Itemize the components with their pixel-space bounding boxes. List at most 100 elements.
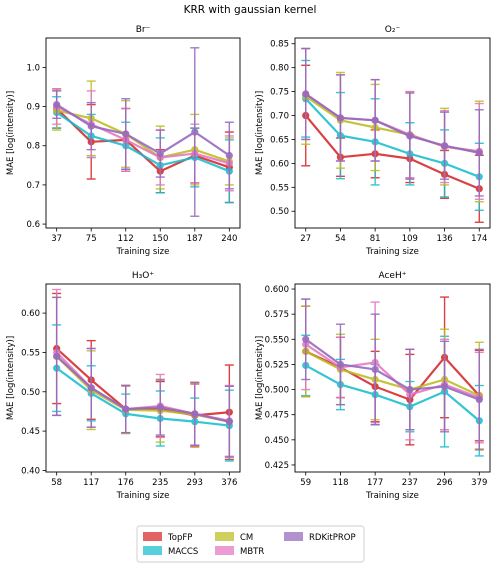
x-tick-label: 176 bbox=[118, 478, 134, 488]
data-point bbox=[336, 114, 345, 122]
y-tick-label: 0.65 bbox=[270, 135, 289, 145]
legend-label: MACCS bbox=[168, 547, 198, 557]
panel-3: H₃O⁺ 58 117 176 235 293 376 0.40 0.45 0.50 0.55 0.6… bbox=[6, 271, 241, 501]
legend: TopFP MACCS CM MBTR RDKitPROP bbox=[136, 525, 365, 563]
legend-swatch bbox=[143, 546, 162, 555]
data-point bbox=[156, 149, 164, 158]
x-tick-label: 58 bbox=[51, 478, 62, 488]
series-line bbox=[55, 355, 230, 423]
series-line bbox=[55, 355, 230, 423]
y-tick-label: 0.40 bbox=[21, 466, 40, 476]
series-line bbox=[56, 111, 230, 173]
data-point bbox=[475, 149, 483, 157]
series-line bbox=[305, 364, 480, 422]
x-tick-label: 235 bbox=[152, 478, 168, 488]
series-RDKitPROP bbox=[52, 47, 234, 217]
legend-swatch bbox=[143, 532, 162, 541]
series-line bbox=[56, 105, 230, 165]
series-line bbox=[304, 98, 480, 178]
legend-label: TopFP bbox=[167, 533, 192, 543]
x-tick-label: 296 bbox=[436, 478, 452, 488]
panel-title: Br⁻ bbox=[136, 25, 151, 35]
series-line bbox=[305, 93, 480, 153]
panel-title: O₂⁻ bbox=[385, 25, 401, 35]
x-tick-label: 187 bbox=[187, 234, 203, 244]
legend-frame bbox=[136, 525, 365, 563]
y-tick-label: 0.7 bbox=[26, 181, 40, 191]
x-tick-label: 136 bbox=[436, 234, 452, 244]
y-tick-label: 0.60 bbox=[270, 159, 289, 169]
x-tick-label: 75 bbox=[86, 234, 97, 244]
data-point bbox=[122, 130, 130, 138]
axes-frame bbox=[294, 37, 491, 229]
series-line bbox=[56, 103, 230, 157]
y-tick-label: 0.425 bbox=[265, 461, 289, 471]
x-axis-label: Training size bbox=[365, 491, 419, 501]
legend-entry-RDKitPROP: RDKitPROP bbox=[284, 532, 356, 543]
data-point bbox=[225, 151, 233, 160]
data-point bbox=[156, 403, 164, 412]
legend-entry-MACCS: MACCS bbox=[143, 546, 198, 557]
data-point bbox=[371, 365, 379, 374]
axes-frame bbox=[45, 37, 241, 229]
data-point bbox=[475, 396, 483, 404]
y-tick-label: 0.500 bbox=[265, 386, 289, 396]
x-tick-label: 379 bbox=[471, 478, 487, 488]
legend-swatch bbox=[284, 532, 303, 541]
data-point bbox=[336, 360, 345, 369]
x-tick-label: 81 bbox=[370, 234, 381, 244]
y-tick-label: 0.55 bbox=[270, 183, 289, 193]
y-tick-label: 0.60 bbox=[21, 309, 40, 319]
series-line bbox=[305, 338, 480, 401]
y-tick-label: 0.525 bbox=[265, 360, 289, 370]
y-tick-label: 0.550 bbox=[265, 335, 289, 345]
data-point bbox=[406, 132, 414, 140]
legend-label: RDKitPROP bbox=[309, 533, 356, 543]
y-tick-label: 0.70 bbox=[270, 112, 289, 122]
y-tick-label: 0.75 bbox=[270, 88, 289, 98]
data-point bbox=[87, 122, 95, 130]
series-line bbox=[305, 93, 480, 154]
figure-suptitle: KRR with gaussian kernel bbox=[184, 4, 317, 16]
series-RDKitPROP bbox=[52, 296, 234, 458]
data-point bbox=[302, 90, 310, 98]
x-axis-label: Training size bbox=[365, 247, 419, 257]
data-point bbox=[302, 335, 310, 343]
series-line bbox=[56, 367, 230, 427]
legend-swatch bbox=[215, 546, 234, 555]
data-point bbox=[122, 405, 130, 413]
series-MACCS bbox=[301, 334, 484, 457]
y-tick-label: 0.55 bbox=[21, 348, 40, 358]
series-line bbox=[305, 95, 480, 153]
data-point bbox=[87, 384, 95, 392]
panels-group: Br⁻ 37 75 112 150 187 240 0.6 0.7 0.8 0.9 1.0 Traini… bbox=[6, 25, 491, 501]
series-MACCS bbox=[52, 324, 234, 462]
y-tick-label: 0.450 bbox=[265, 436, 289, 446]
legend-entry-MBTR: MBTR bbox=[215, 546, 264, 557]
series-RDKitPROP bbox=[301, 298, 484, 451]
y-tick-label: 0.600 bbox=[265, 285, 289, 295]
data-point bbox=[53, 352, 61, 360]
legend-entry-CM: CM bbox=[215, 532, 253, 543]
data-point bbox=[191, 410, 199, 418]
y-tick-label: 0.9 bbox=[26, 103, 40, 113]
y-axis-label: MAE [log(intensity)] bbox=[6, 91, 16, 175]
y-tick-label: 0.80 bbox=[270, 64, 289, 74]
series-MBTR bbox=[52, 288, 234, 457]
data-point bbox=[191, 128, 199, 136]
data-point bbox=[406, 385, 414, 394]
y-tick-label: 0.50 bbox=[270, 207, 289, 217]
y-tick-label: 0.6 bbox=[26, 220, 40, 230]
data-point bbox=[225, 418, 233, 426]
x-axis-label: Training size bbox=[116, 247, 170, 257]
panel-4: AceH⁺ 59 118 177 237 296 379 0.425 0.450 0.475 0.5… bbox=[255, 271, 491, 501]
x-tick-label: 240 bbox=[221, 234, 237, 244]
y-tick-label: 0.575 bbox=[265, 310, 289, 320]
series-CM bbox=[52, 80, 234, 190]
x-tick-label: 293 bbox=[187, 478, 203, 488]
x-tick-label: 109 bbox=[402, 234, 418, 244]
x-tick-label: 112 bbox=[118, 234, 134, 244]
legend-swatch bbox=[215, 532, 234, 541]
